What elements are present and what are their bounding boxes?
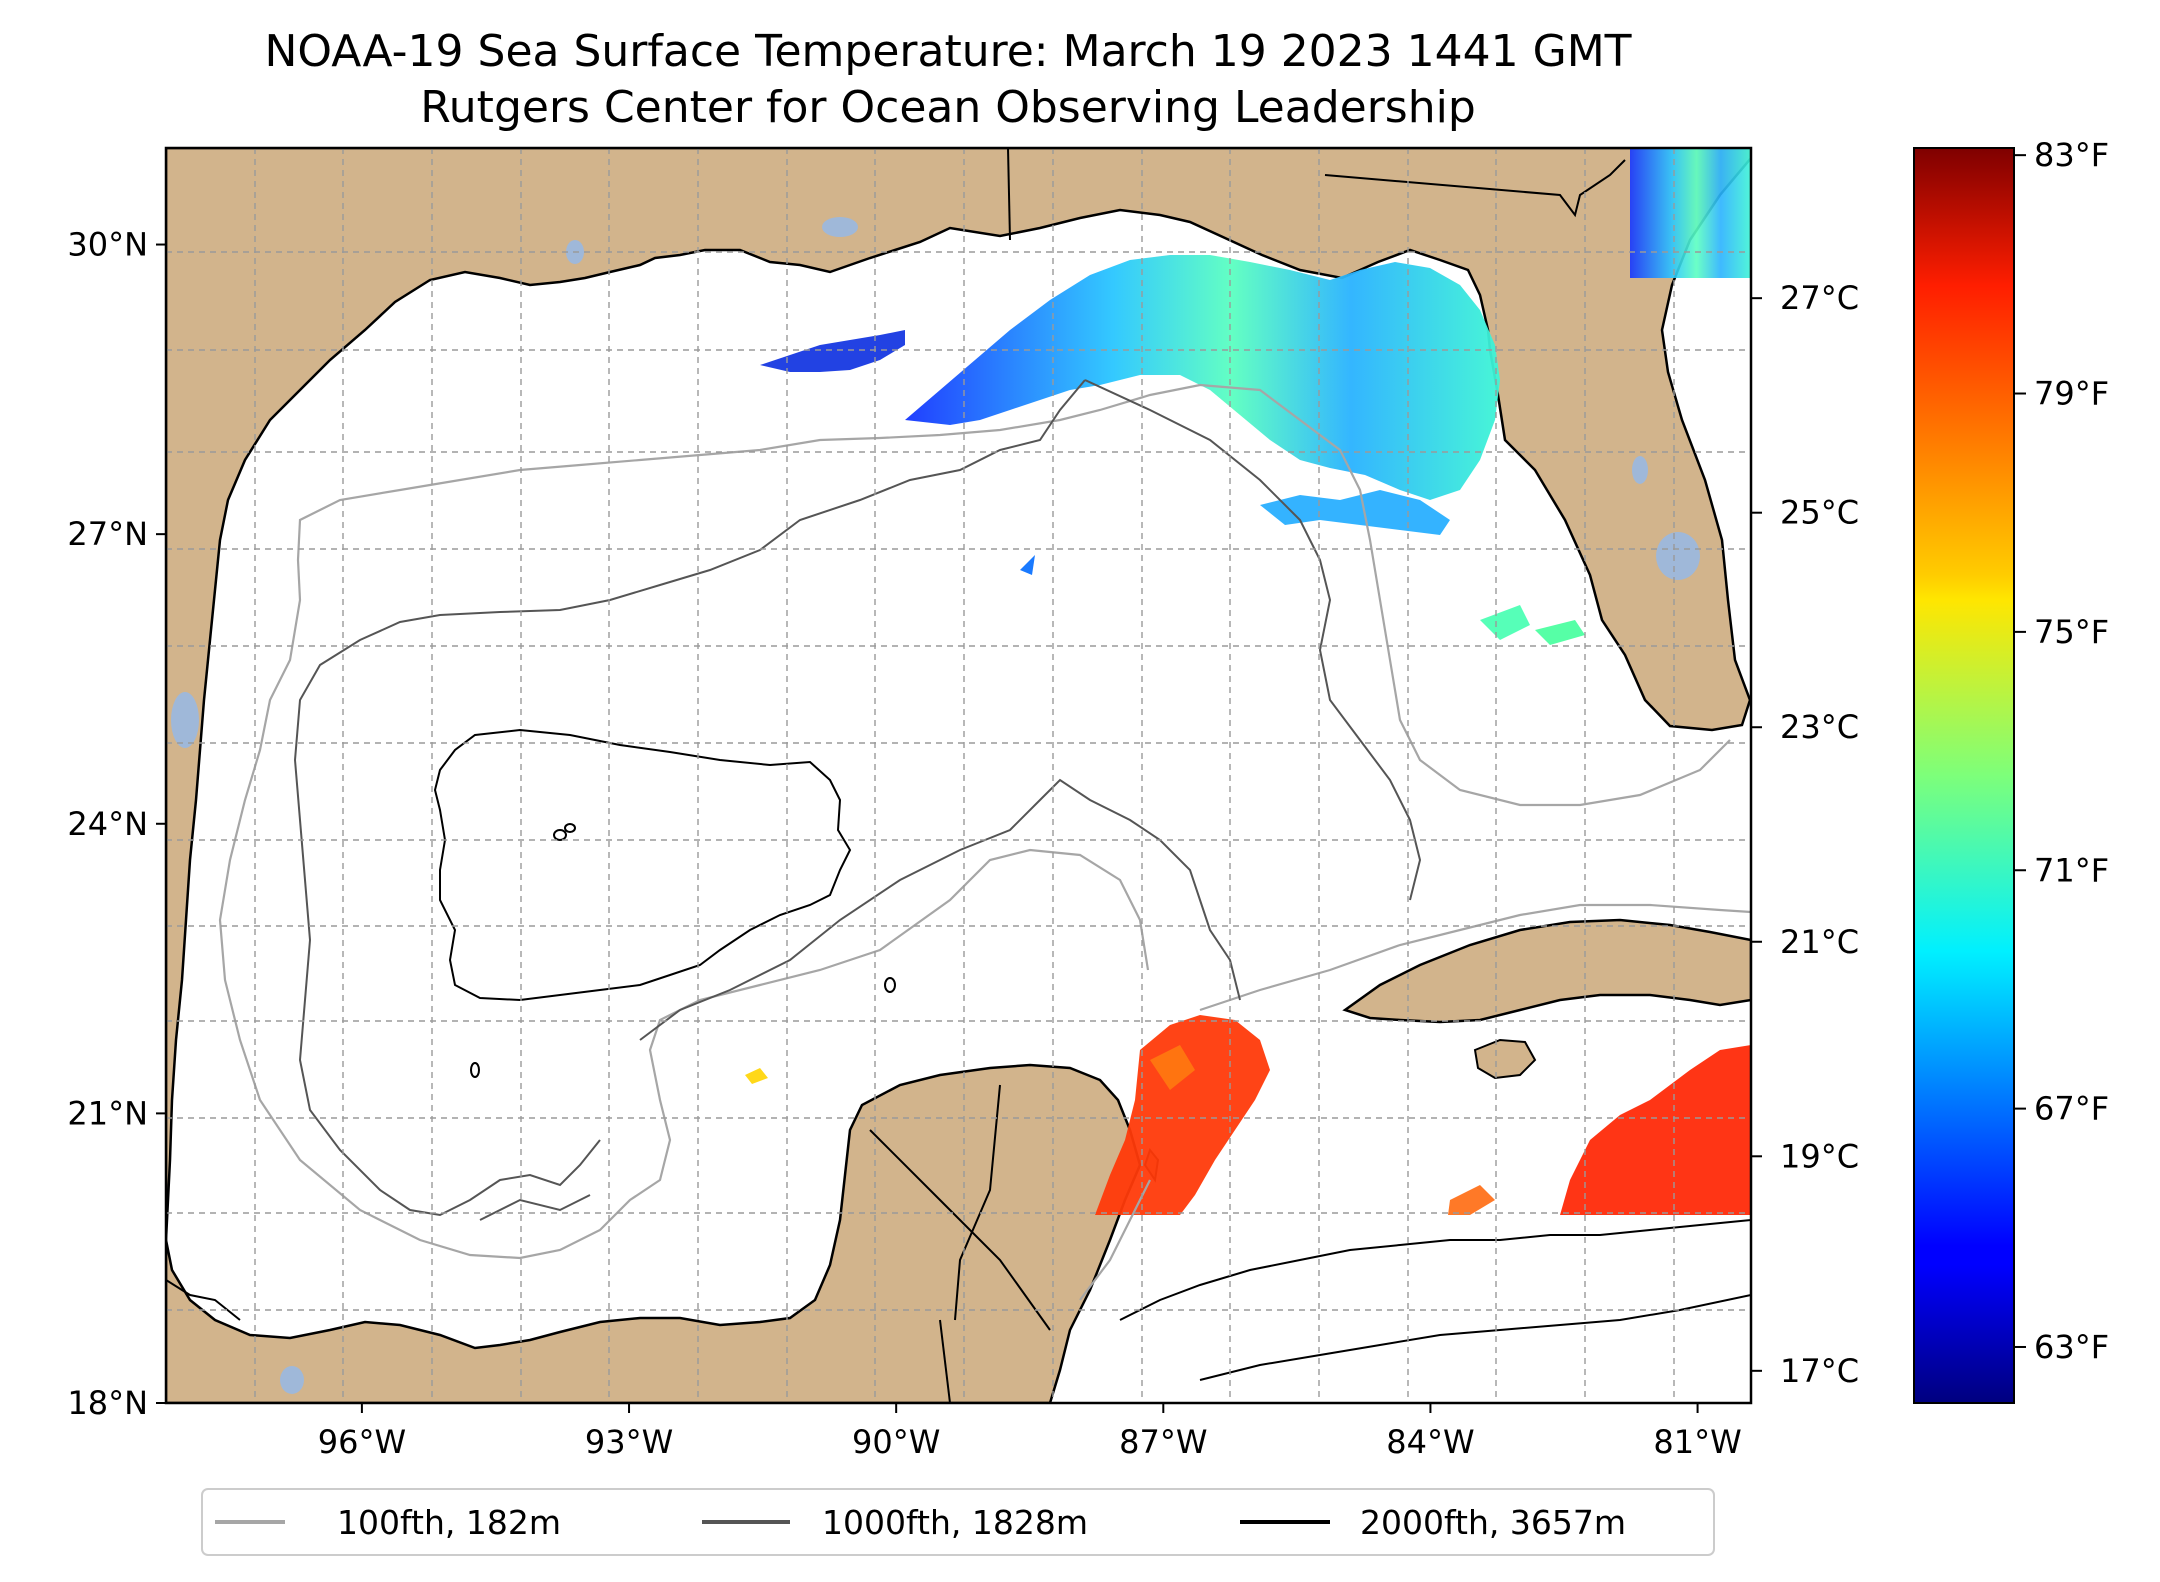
legend-box (201, 1488, 1715, 1556)
celsius-tick-label: 25°C (1780, 494, 1859, 532)
map-title-line1: NOAA-19 Sea Surface Temperature: March 1… (264, 26, 1631, 77)
inland-lakes (171, 217, 1700, 1394)
political-borders (166, 148, 1626, 1403)
lon-tick-label: 93°W (585, 1423, 673, 1461)
lat-tick-label: 30°N (67, 226, 148, 264)
longitude-axis: 96°W 93°W 90°W 87°W 84°W 81°W (318, 1403, 1742, 1461)
map-title-line2: Rutgers Center for Ocean Observing Leade… (420, 82, 1476, 133)
sst-north-gulf-swath (760, 148, 1751, 645)
lon-tick-label: 90°W (852, 1423, 940, 1461)
legend-label-2000fth: 2000fth, 3657m (1360, 1503, 1626, 1542)
colorbar-celsius-axis: 17°C 19°C 21°C 23°C 25°C 27°C (1750, 279, 1859, 1390)
celsius-tick-label: 19°C (1780, 1137, 1859, 1175)
fahrenheit-tick-label: 63°F (2034, 1328, 2109, 1366)
celsius-tick-label: 17°C (1780, 1352, 1859, 1390)
fahrenheit-tick-label: 75°F (2034, 613, 2109, 651)
sst-south-warm-swath (745, 1015, 1751, 1215)
colorbar-gradient (1913, 147, 2015, 1404)
lat-tick-label: 18°N (67, 1384, 148, 1422)
map-gridlines (166, 148, 1751, 1403)
latitude-axis: 30°N 27°N 24°N 21°N 18°N (67, 226, 166, 1422)
celsius-tick-label: 21°C (1780, 923, 1859, 961)
legend-label-100fth: 100fth, 182m (337, 1503, 561, 1542)
map-frame (164, 146, 1753, 1405)
lon-tick-label: 84°W (1386, 1423, 1474, 1461)
map-panel (166, 148, 1751, 1403)
bathymetry-2000fth (433, 728, 1751, 1381)
land-cuba (1342, 918, 1751, 1024)
fahrenheit-tick-label: 83°F (2034, 136, 2109, 174)
fahrenheit-tick-label: 67°F (2034, 1090, 2109, 1128)
colorbar: 17°C 19°C 21°C 23°C 25°C 27°C 63°F 67°F 71°F 75°… (1750, 136, 2109, 1404)
legend-label-1000fth: 1000fth, 1828m (822, 1503, 1088, 1542)
colorbar-fahrenheit-axis: 63°F 67°F 71°F 75°F 79°F 83°F (2014, 136, 2109, 1366)
bathymetry-legend: 100fth, 182m 1000fth, 1828m 2000fth, 365… (201, 1488, 1715, 1556)
lat-tick-label: 24°N (67, 805, 148, 843)
land-isla-juventud (1473, 1038, 1537, 1080)
fahrenheit-tick-label: 71°F (2034, 851, 2109, 889)
celsius-tick-label: 27°C (1780, 279, 1859, 317)
lon-tick-label: 96°W (318, 1423, 406, 1461)
lon-tick-label: 87°W (1119, 1423, 1207, 1461)
lat-tick-label: 21°N (67, 1094, 148, 1132)
lat-tick-label: 27°N (67, 515, 148, 553)
celsius-tick-label: 23°C (1780, 708, 1859, 746)
lon-tick-label: 81°W (1653, 1423, 1741, 1461)
fahrenheit-tick-label: 79°F (2034, 375, 2109, 413)
land-us-gulf-coast (166, 148, 1751, 1241)
